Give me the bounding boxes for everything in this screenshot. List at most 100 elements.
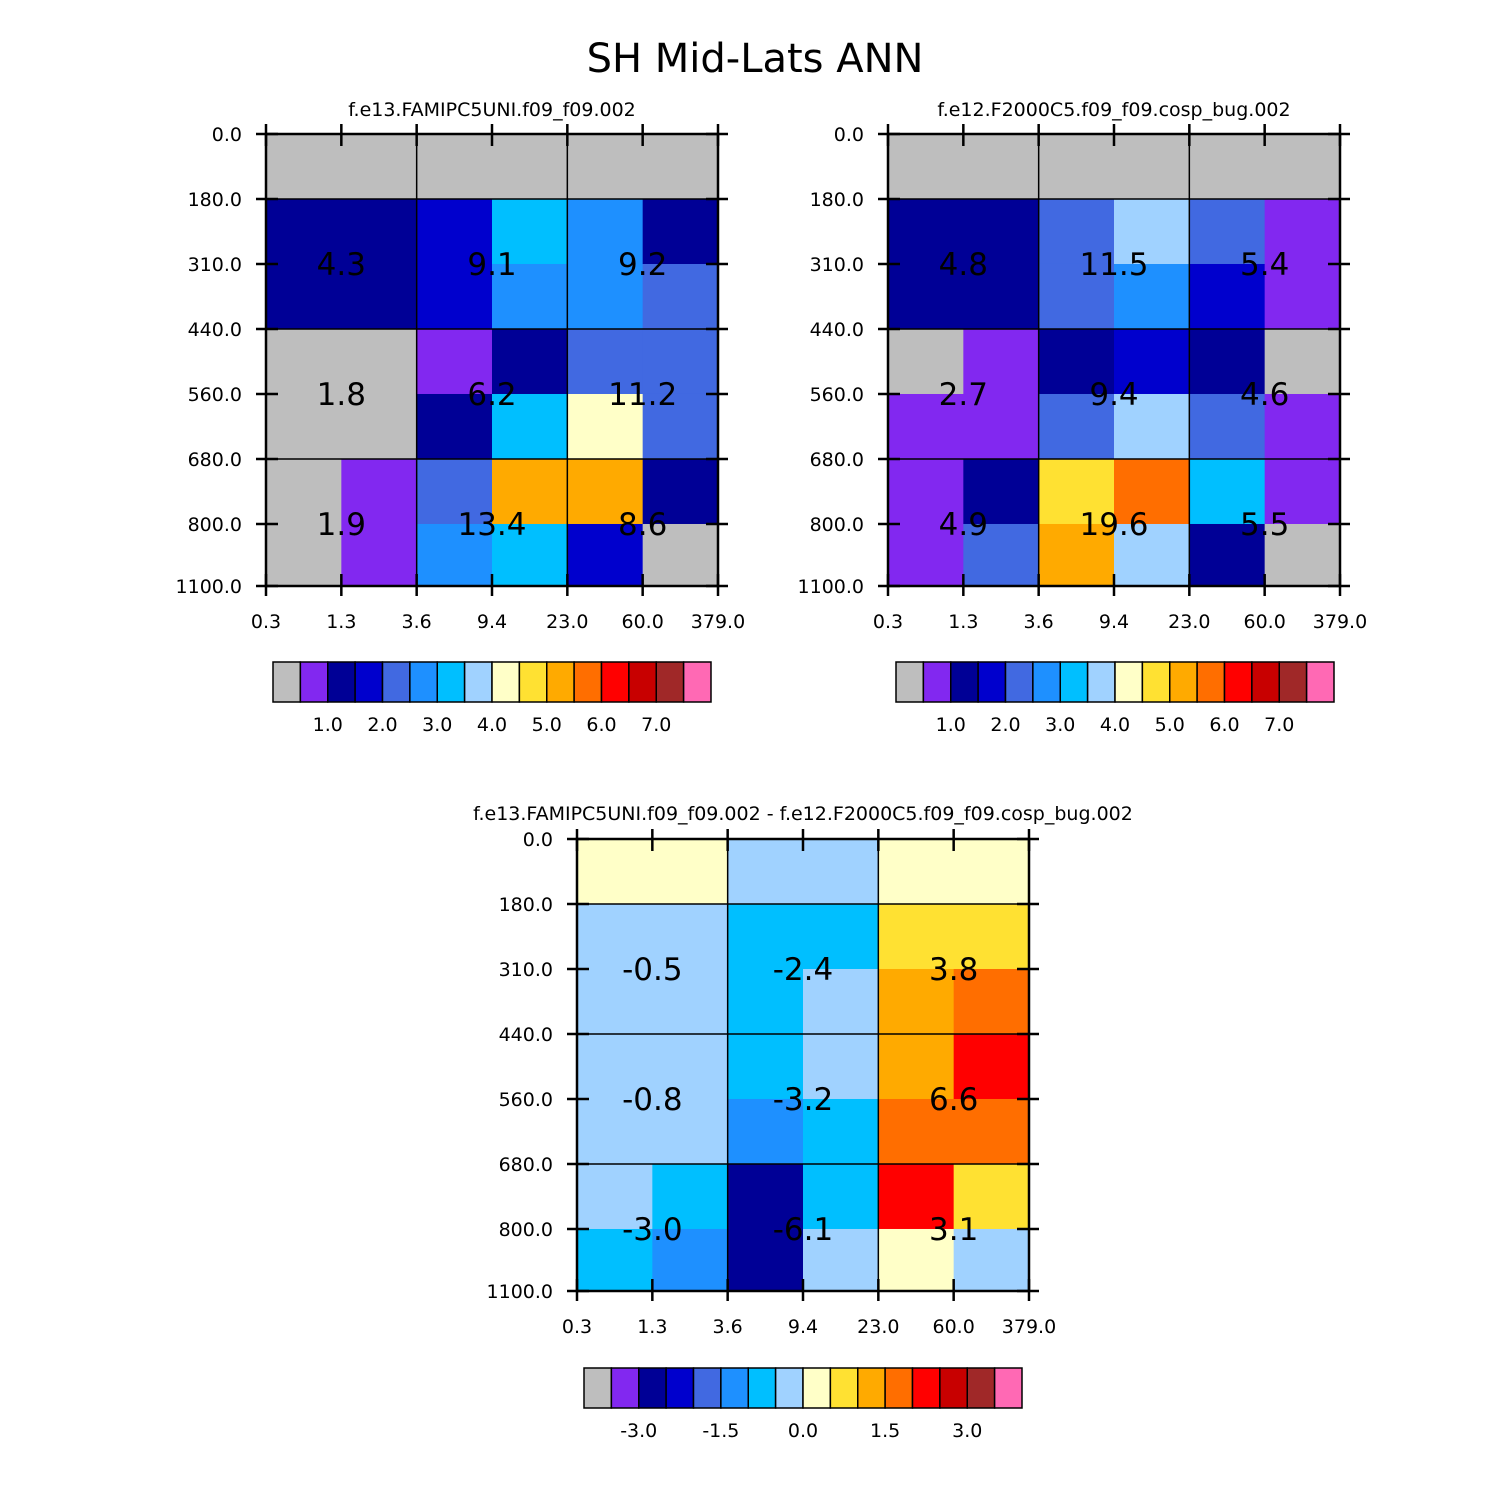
colorbar-swatch	[802, 1367, 832, 1409]
figure-title: SH Mid-Lats ANN	[587, 36, 924, 82]
y-tick-label: 1100.0	[798, 576, 864, 598]
y-tick-label: 180.0	[499, 894, 553, 916]
heatmap-cell	[567, 263, 644, 330]
y-tick-label: 800.0	[810, 514, 864, 536]
heatmap-cell	[577, 1033, 653, 1100]
heatmap-cell	[1264, 198, 1341, 265]
colorbar-label: 1.0	[313, 714, 343, 736]
colorbar-label: 5.0	[532, 714, 562, 736]
heatmap-cell	[878, 903, 955, 970]
heatmap-cell	[1189, 198, 1266, 265]
colorbar-swatch	[436, 661, 466, 703]
heatmap-cell	[577, 1228, 653, 1292]
x-tick-label: 379.0	[1313, 611, 1367, 633]
heatmap-cell	[1264, 328, 1341, 395]
colorbar-label: 4.0	[1100, 714, 1130, 736]
heatmap-cell	[803, 968, 879, 1035]
colorbar-swatch	[1004, 661, 1034, 703]
heatmap-cell	[727, 968, 804, 1035]
colorbar-swatch	[747, 1367, 777, 1409]
heatmap-cell	[652, 1098, 729, 1165]
heatmap-cell	[567, 198, 644, 265]
y-tick-label: 0.0	[523, 829, 553, 851]
y-tick-label: 180.0	[810, 189, 864, 211]
colorbar-swatch	[911, 1367, 941, 1409]
colorbar-label: -3.0	[620, 1420, 657, 1442]
heatmap-cell	[642, 134, 719, 200]
heatmap-cell	[577, 1098, 653, 1165]
plots: f.e13.FAMIPC5UNI.f09_f09.002 4.3 9.1 9.2 1.8…	[176, 99, 1368, 1442]
colorbar-swatch	[1278, 661, 1308, 703]
box-value-label: 4.3	[317, 247, 366, 283]
colorbar-swatch	[463, 661, 493, 703]
colorbar-swatch	[583, 1367, 613, 1409]
heatmap-cell	[963, 328, 1040, 395]
colorbar-swatch	[993, 1367, 1023, 1409]
x-tick-label: 60.0	[933, 1316, 975, 1338]
box-value-label: 4.6	[1240, 377, 1289, 413]
heatmap-cell	[1264, 458, 1341, 525]
heatmap-cell	[803, 1163, 879, 1230]
colorbar-swatch	[491, 661, 521, 703]
heatmap-cell	[878, 968, 955, 1035]
colorbar-swatch	[774, 1367, 804, 1409]
y-tick-label: 800.0	[499, 1219, 553, 1241]
x-tick-label: 379.0	[1002, 1316, 1056, 1338]
y-tick-label: 560.0	[188, 384, 242, 406]
box-value-label: -0.8	[622, 1082, 683, 1118]
colorbar-swatch	[1169, 661, 1198, 703]
y-tick-label: 0.0	[834, 124, 864, 146]
y-tick-label: 310.0	[499, 959, 553, 981]
box-value-label: 3.8	[929, 952, 978, 988]
y-tick-label: 680.0	[188, 449, 242, 471]
y-tick-label: 310.0	[810, 254, 864, 276]
colorbar-swatch	[829, 1367, 859, 1409]
heatmap-cell	[492, 263, 568, 330]
heatmap-cell	[492, 328, 568, 395]
colorbar-swatch	[573, 661, 603, 703]
heatmap-cell	[878, 1163, 955, 1230]
x-tick-label: 1.3	[948, 611, 978, 633]
colorbar-swatch	[1059, 661, 1089, 703]
colorbar-swatch	[409, 661, 438, 703]
heatmap-cell	[567, 393, 644, 460]
y-tick-label: 440.0	[810, 319, 864, 341]
heatmap-cell	[888, 263, 964, 330]
heatmap-cell	[953, 903, 1030, 970]
heatmap-cell	[416, 263, 493, 330]
heatmap-cell	[416, 134, 493, 200]
heatmap-cell	[1189, 458, 1266, 525]
colorbar-swatch	[922, 661, 952, 703]
heatmap-cell	[1264, 393, 1341, 460]
heatmap-cell	[888, 458, 964, 525]
heatmap-cell	[266, 263, 342, 330]
x-tick-label: 9.4	[788, 1316, 818, 1338]
heatmap-cell	[266, 198, 342, 265]
y-tick-label: 800.0	[188, 514, 242, 536]
heatmap-cell	[1264, 523, 1341, 587]
heatmap-cell	[1038, 134, 1115, 200]
x-tick-label: 0.3	[873, 611, 903, 633]
heatmap-cell	[642, 328, 719, 395]
y-tick-label: 1100.0	[176, 576, 242, 598]
colorbar-swatch	[1251, 661, 1280, 703]
colorbar-swatch	[692, 1367, 722, 1409]
box-value-label: 3.1	[929, 1212, 978, 1248]
heatmap-cell	[341, 393, 418, 460]
heatmap-cell	[1264, 134, 1341, 200]
box-value-label: 6.2	[467, 377, 516, 413]
heatmap-cell	[963, 458, 1040, 525]
x-tick-label: 60.0	[1244, 611, 1286, 633]
x-tick-label: 0.3	[251, 611, 281, 633]
colorbar: 1.0 2.0 3.0 4.0 5.0 6.0 7.0	[895, 661, 1335, 736]
box-value-label: 5.5	[1240, 507, 1289, 543]
box-value-label: 9.2	[618, 247, 667, 283]
colorbar-swatch	[546, 661, 575, 703]
colorbar-label: 5.0	[1155, 714, 1185, 736]
box-value-label: 9.4	[1089, 377, 1138, 413]
heatmap-cell	[577, 1163, 653, 1230]
colorbar-swatch	[638, 1367, 667, 1409]
heatmap-cell	[1189, 523, 1266, 587]
x-tick-label: 60.0	[622, 611, 664, 633]
heatmap-cell	[953, 1228, 1030, 1292]
